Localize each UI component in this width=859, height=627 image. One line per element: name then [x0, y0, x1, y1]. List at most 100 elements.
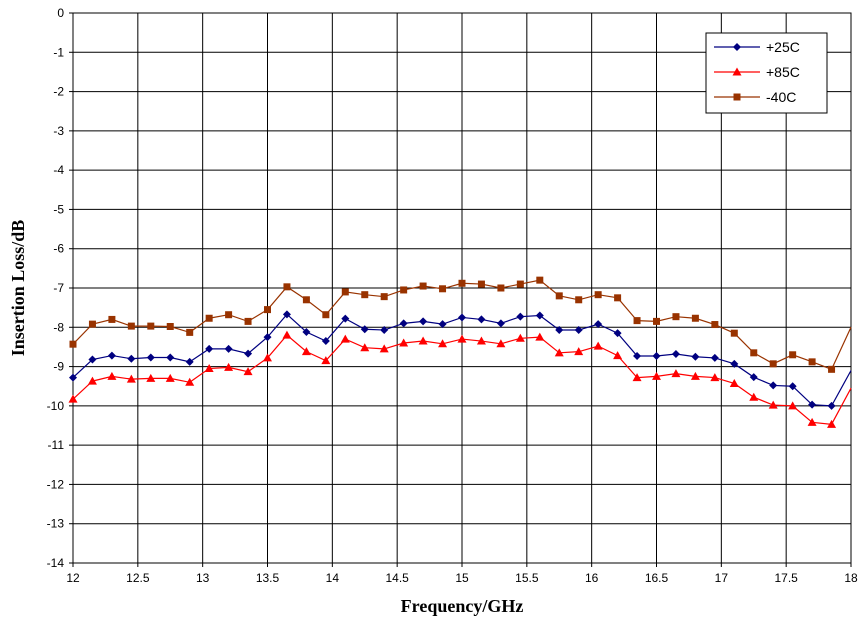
data-point — [204, 364, 214, 373]
data-point — [458, 279, 466, 287]
data-point — [380, 326, 389, 335]
legend-box — [705, 32, 828, 114]
x-tick-label: 13 — [196, 571, 210, 585]
data-point — [516, 312, 525, 321]
data-point — [613, 351, 623, 360]
data-point — [244, 349, 253, 358]
data-point — [768, 400, 778, 409]
y-tick-label: -5 — [53, 202, 64, 216]
data-point — [633, 351, 642, 360]
data-point — [730, 329, 738, 337]
data-point — [497, 284, 505, 292]
data-point — [614, 294, 622, 302]
data-point — [399, 319, 408, 328]
data-point — [302, 296, 310, 304]
x-axis-ticks: 12 12.5 13 13.5 14 14.5 15 15.5 16 16.5 17 17.5 18 — [66, 563, 858, 585]
data-point — [127, 354, 136, 363]
data-point — [807, 417, 817, 426]
data-point — [828, 365, 836, 373]
data-point — [749, 373, 758, 382]
legend-label: +85C — [766, 64, 800, 80]
data-point — [535, 311, 544, 320]
data-point — [361, 291, 369, 299]
grid-lines — [72, 12, 852, 564]
data-point — [691, 314, 699, 322]
data-point — [340, 334, 350, 343]
data-point — [341, 288, 349, 296]
y-tick-label: -7 — [53, 281, 64, 295]
data-point — [769, 381, 778, 390]
data-point — [769, 360, 777, 368]
data-point — [672, 313, 680, 321]
legend-marker — [732, 67, 742, 76]
x-tick-label: 13.5 — [256, 571, 280, 585]
x-tick-label: 17.5 — [774, 571, 798, 585]
series-layer — [68, 276, 852, 428]
data-point — [476, 336, 486, 345]
x-tick-label: 14 — [326, 571, 340, 585]
data-point — [418, 336, 428, 345]
y-tick-label: -1 — [53, 45, 64, 59]
data-point — [88, 355, 97, 364]
data-point — [515, 333, 525, 342]
data-point — [379, 344, 389, 353]
data-point — [88, 320, 96, 328]
data-point — [575, 296, 583, 304]
y-tick-label: 0 — [57, 6, 64, 20]
data-point — [127, 322, 135, 330]
data-point — [535, 332, 545, 341]
data-point — [380, 293, 388, 301]
data-point — [283, 283, 291, 291]
y-tick-label: -6 — [53, 242, 64, 256]
data-point — [185, 357, 194, 366]
data-point — [750, 349, 758, 357]
data-point — [225, 311, 233, 319]
data-point — [438, 320, 447, 329]
data-point — [263, 333, 272, 342]
data-point — [107, 351, 116, 360]
data-point — [653, 317, 660, 325]
data-point — [87, 376, 97, 385]
data-point — [439, 285, 447, 293]
data-point — [652, 351, 661, 360]
data-point — [496, 319, 505, 328]
data-point — [165, 373, 175, 382]
data-point — [419, 282, 427, 290]
data-point — [282, 310, 291, 319]
data-point — [438, 339, 448, 348]
legend-label: +25C — [766, 39, 800, 55]
x-axis-title: Frequency/GHz — [401, 596, 524, 616]
data-point — [185, 377, 195, 386]
data-point — [516, 280, 524, 288]
data-point — [69, 373, 77, 382]
data-point — [302, 328, 311, 336]
data-point — [146, 373, 156, 382]
y-tick-label: -3 — [53, 124, 64, 138]
data-point — [536, 276, 544, 284]
data-point — [613, 329, 622, 338]
data-point — [126, 374, 136, 383]
data-point — [555, 292, 563, 300]
data-point — [399, 338, 409, 347]
data-point — [749, 392, 759, 401]
data-point — [205, 314, 213, 322]
data-point — [321, 337, 330, 346]
data-point — [729, 378, 739, 387]
y-tick-label: -4 — [53, 163, 64, 177]
data-point — [419, 317, 428, 326]
data-point — [322, 311, 330, 319]
data-point — [166, 323, 174, 330]
data-point — [224, 362, 234, 371]
legend-item: +25C — [714, 39, 800, 55]
x-tick-label: 18 — [844, 571, 858, 585]
data-point — [243, 367, 253, 376]
data-point — [321, 356, 331, 365]
legend-item: +85C — [714, 64, 800, 80]
data-point — [788, 401, 798, 410]
data-point — [360, 325, 369, 334]
data-point — [68, 394, 78, 403]
y-tick-label: -12 — [47, 477, 65, 491]
data-point — [554, 348, 564, 357]
data-point — [477, 315, 486, 324]
data-point — [788, 382, 797, 391]
